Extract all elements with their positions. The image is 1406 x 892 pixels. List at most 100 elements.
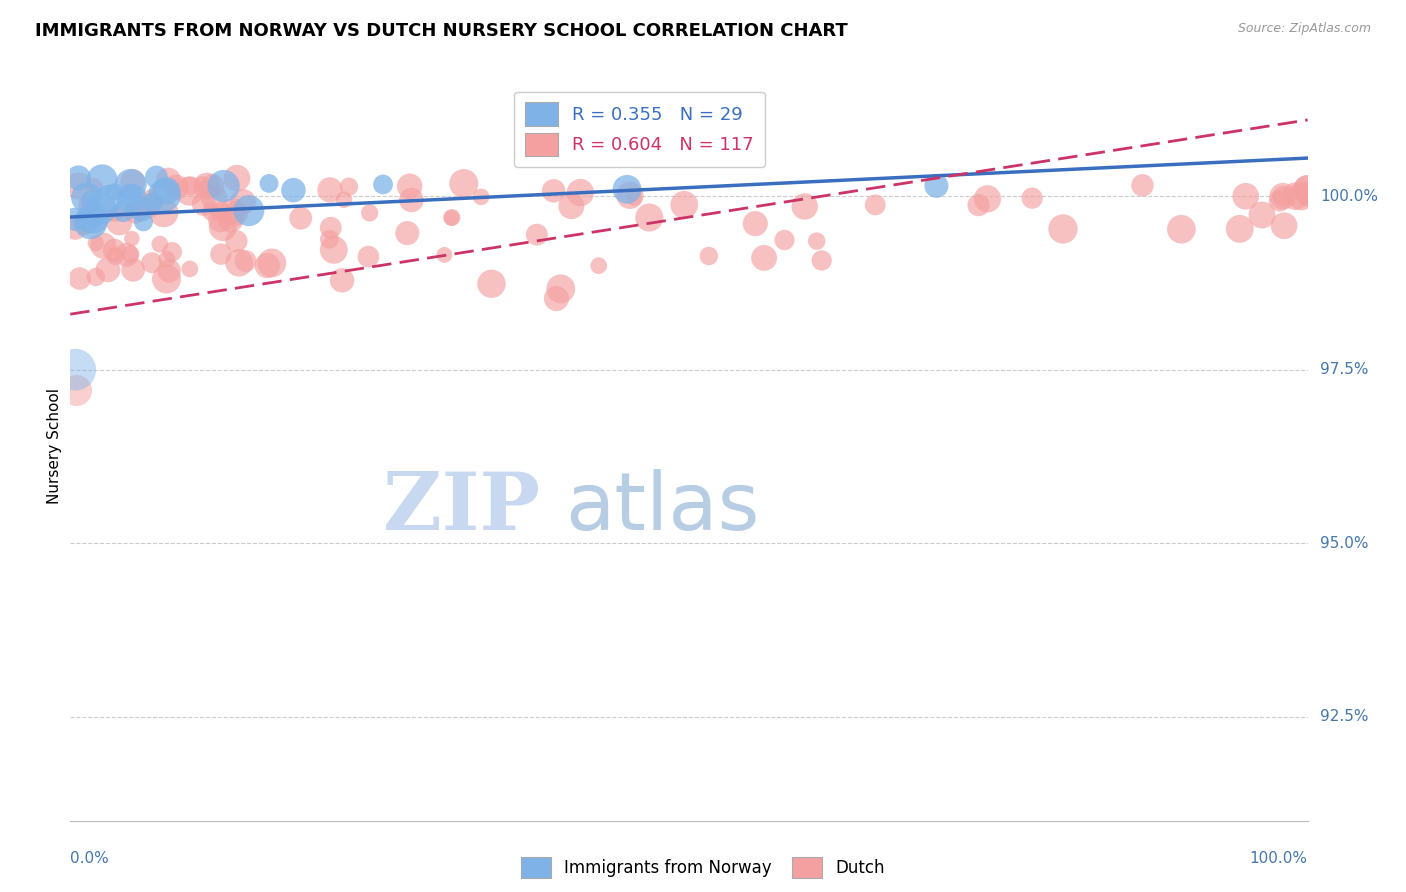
Point bbox=[546, 292, 568, 306]
Point bbox=[470, 190, 492, 204]
Point bbox=[153, 205, 176, 219]
Point bbox=[195, 179, 218, 194]
Point bbox=[623, 191, 645, 205]
Point bbox=[1296, 186, 1319, 200]
Point bbox=[209, 205, 232, 219]
Point bbox=[97, 262, 120, 277]
Point bbox=[103, 185, 125, 199]
Point bbox=[225, 234, 247, 248]
Point bbox=[865, 198, 887, 212]
Point bbox=[209, 247, 232, 261]
Text: 100.0%: 100.0% bbox=[1250, 851, 1308, 865]
Text: 92.5%: 92.5% bbox=[1320, 709, 1368, 724]
Point bbox=[67, 179, 90, 194]
Point bbox=[83, 179, 105, 194]
Point bbox=[69, 271, 91, 285]
Point bbox=[160, 244, 183, 259]
Point bbox=[1229, 222, 1251, 236]
Point bbox=[290, 211, 312, 226]
Point bbox=[371, 178, 394, 192]
Point bbox=[157, 173, 180, 187]
Point bbox=[132, 215, 155, 229]
Legend: R = 0.355   N = 29, R = 0.604   N = 117: R = 0.355 N = 29, R = 0.604 N = 117 bbox=[515, 92, 765, 167]
Text: 0.0%: 0.0% bbox=[70, 851, 110, 865]
Point bbox=[440, 211, 463, 225]
Point bbox=[1291, 189, 1313, 203]
Point bbox=[141, 255, 163, 269]
Point bbox=[1296, 189, 1319, 203]
Point bbox=[108, 215, 131, 229]
Point bbox=[333, 193, 356, 207]
Point bbox=[1284, 189, 1306, 203]
Point bbox=[560, 199, 582, 213]
Y-axis label: Nursery School: Nursery School bbox=[46, 388, 62, 504]
Point bbox=[226, 171, 249, 186]
Point bbox=[142, 195, 165, 210]
Point bbox=[91, 173, 114, 187]
Point bbox=[138, 201, 160, 215]
Point bbox=[65, 362, 87, 376]
Point bbox=[526, 227, 548, 242]
Point bbox=[1132, 178, 1154, 193]
Point bbox=[257, 177, 280, 191]
Point bbox=[283, 183, 305, 197]
Point bbox=[145, 170, 167, 185]
Legend: Immigrants from Norway, Dutch: Immigrants from Norway, Dutch bbox=[513, 848, 893, 887]
Point bbox=[550, 282, 572, 296]
Point bbox=[193, 197, 215, 211]
Point bbox=[752, 251, 775, 265]
Text: 100.0%: 100.0% bbox=[1320, 189, 1378, 203]
Point bbox=[91, 238, 114, 252]
Point bbox=[440, 211, 463, 226]
Point bbox=[103, 244, 125, 258]
Text: atlas: atlas bbox=[565, 469, 759, 548]
Point bbox=[319, 183, 342, 197]
Point bbox=[1296, 182, 1319, 196]
Point bbox=[149, 237, 172, 252]
Point bbox=[122, 262, 145, 277]
Point bbox=[619, 188, 641, 202]
Point bbox=[1272, 219, 1295, 233]
Point bbox=[212, 179, 235, 194]
Point bbox=[319, 220, 342, 235]
Point bbox=[120, 178, 142, 192]
Point bbox=[224, 206, 246, 220]
Point bbox=[179, 178, 201, 193]
Point bbox=[925, 178, 948, 193]
Point bbox=[121, 231, 143, 245]
Point bbox=[256, 259, 278, 273]
Point bbox=[82, 211, 104, 225]
Point bbox=[76, 209, 98, 223]
Point bbox=[1271, 189, 1294, 203]
Point bbox=[235, 254, 257, 268]
Point bbox=[1052, 222, 1074, 236]
Point bbox=[84, 269, 107, 284]
Point bbox=[120, 247, 142, 261]
Point bbox=[75, 190, 97, 204]
Point bbox=[129, 202, 152, 217]
Point bbox=[588, 259, 610, 273]
Point bbox=[260, 256, 283, 270]
Point bbox=[179, 184, 201, 198]
Point bbox=[201, 179, 224, 194]
Point bbox=[67, 170, 90, 185]
Point bbox=[219, 212, 242, 227]
Point bbox=[75, 218, 97, 232]
Point bbox=[1271, 189, 1294, 203]
Point bbox=[202, 191, 225, 205]
Point bbox=[330, 273, 353, 287]
Point bbox=[76, 214, 98, 228]
Point bbox=[1251, 208, 1274, 222]
Point bbox=[157, 264, 180, 278]
Point bbox=[744, 217, 766, 231]
Point bbox=[104, 207, 127, 221]
Point bbox=[115, 248, 138, 262]
Point bbox=[453, 177, 475, 191]
Point bbox=[481, 277, 503, 291]
Point bbox=[79, 215, 101, 229]
Point bbox=[1296, 182, 1319, 196]
Point bbox=[810, 253, 832, 268]
Point bbox=[139, 197, 162, 211]
Point bbox=[337, 179, 360, 194]
Point bbox=[221, 204, 243, 219]
